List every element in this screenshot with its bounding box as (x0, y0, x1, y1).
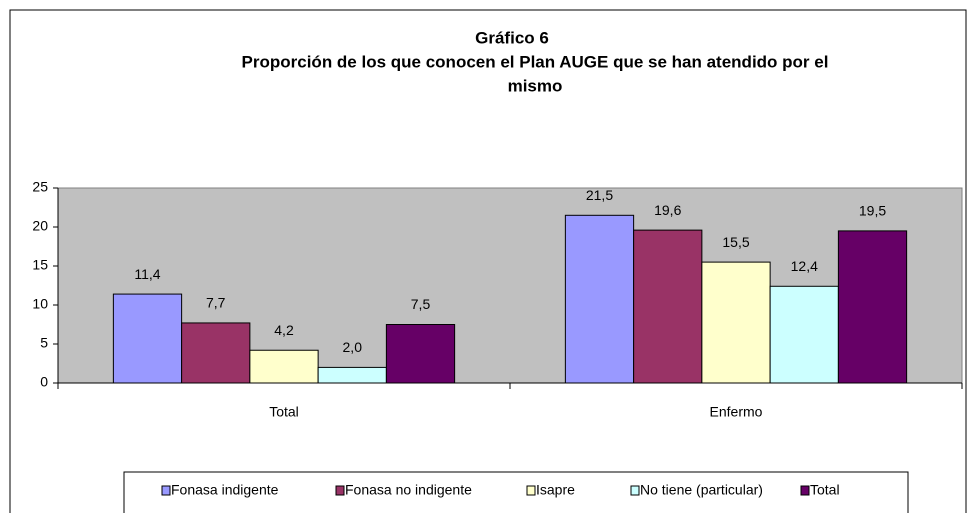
data-label: 19,5 (859, 203, 886, 219)
bar (317, 366, 387, 384)
data-label: 12,4 (791, 258, 818, 274)
legend-swatch (161, 485, 171, 496)
bar (112, 293, 183, 384)
data-label: 4,2 (274, 322, 294, 338)
legend-label: Total (810, 482, 840, 498)
data-label: 11,4 (134, 266, 160, 282)
bar (564, 214, 635, 384)
y-tick-label: 20 (32, 218, 48, 234)
bar (181, 322, 251, 384)
bar (385, 324, 456, 384)
data-label: 2,0 (343, 339, 363, 355)
data-label: 7,5 (411, 296, 431, 312)
legend-swatch (335, 485, 345, 496)
bar (769, 285, 839, 384)
data-label: 21,5 (586, 187, 613, 203)
legend-label: Isapre (536, 482, 575, 498)
legend-swatch (526, 485, 536, 496)
x-tick-label: Enfermo (710, 404, 763, 420)
chart-subtitle: mismo (508, 76, 563, 95)
bar (633, 229, 703, 384)
data-label: 19,6 (654, 202, 681, 218)
y-tick-label: 25 (32, 179, 48, 195)
legend-label: Fonasa indigente (171, 482, 279, 498)
bar (701, 261, 771, 384)
data-label: 7,7 (206, 295, 226, 311)
legend-swatch (630, 485, 640, 496)
chart-subtitle: Proporción de los que conocen el Plan AU… (242, 52, 829, 71)
legend-label: Fonasa no indigente (345, 482, 472, 498)
chart-title: Gráfico 6 (475, 28, 549, 47)
legend-label: No tiene (particular) (640, 482, 763, 498)
y-tick-label: 5 (40, 335, 48, 351)
bar (837, 230, 908, 384)
y-tick-label: 0 (40, 374, 48, 390)
y-tick-label: 10 (32, 296, 48, 312)
legend-swatch (800, 485, 810, 496)
y-tick-label: 15 (32, 257, 48, 273)
legend-box (123, 471, 909, 513)
bar (249, 349, 319, 384)
x-tick-label: Total (269, 404, 299, 420)
data-label: 15,5 (722, 234, 749, 250)
